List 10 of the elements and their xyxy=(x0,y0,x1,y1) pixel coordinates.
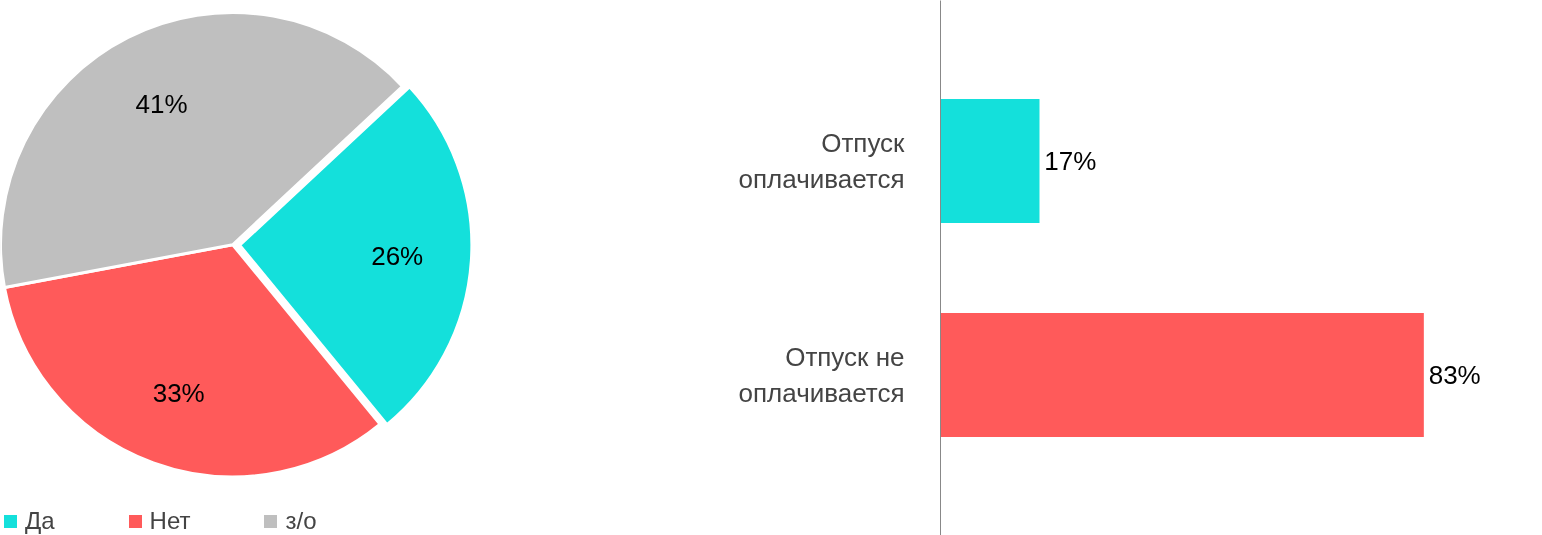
legend-label: Нет xyxy=(149,507,191,535)
data-label: 41% xyxy=(135,88,188,119)
legend-label: з/о xyxy=(285,507,317,535)
data-label: 26% xyxy=(371,240,424,271)
legend-label: Да xyxy=(25,507,55,535)
data-label: 83% xyxy=(1428,360,1481,390)
y-tick-label: Отпуск не оплачивается xyxy=(738,342,905,408)
y-tick-label: Отпуск оплачивается xyxy=(738,128,906,194)
data-label: 17% xyxy=(1044,146,1097,176)
data-label: 33% xyxy=(152,378,205,409)
